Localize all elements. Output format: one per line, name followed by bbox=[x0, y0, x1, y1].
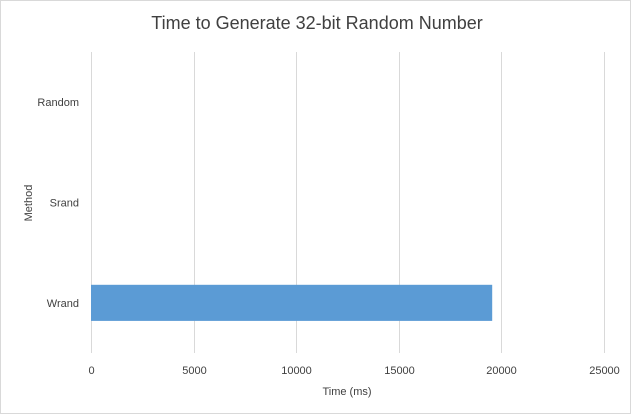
x-tick-label: 20000 bbox=[486, 365, 517, 377]
x-axis-title: Time (ms) bbox=[322, 386, 371, 398]
category-label: Wrand bbox=[47, 298, 79, 310]
x-tick-label: 5000 bbox=[182, 365, 206, 377]
category-label: Srand bbox=[50, 198, 79, 210]
x-tick-label: 15000 bbox=[384, 365, 415, 377]
bars bbox=[91, 284, 493, 321]
category-labels: Random Srand Wrand bbox=[37, 97, 79, 310]
x-tick-labels: 0 5000 10000 15000 20000 25000 bbox=[88, 365, 619, 377]
bar-wrand bbox=[91, 284, 493, 321]
category-label: Random bbox=[37, 97, 79, 109]
x-tick-label: 10000 bbox=[281, 365, 312, 377]
y-axis-title: Method bbox=[23, 185, 35, 222]
chart-title: Time to Generate 32-bit Random Number bbox=[151, 13, 482, 33]
x-tick-label: 0 bbox=[88, 365, 94, 377]
x-tick-label: 25000 bbox=[589, 365, 620, 377]
